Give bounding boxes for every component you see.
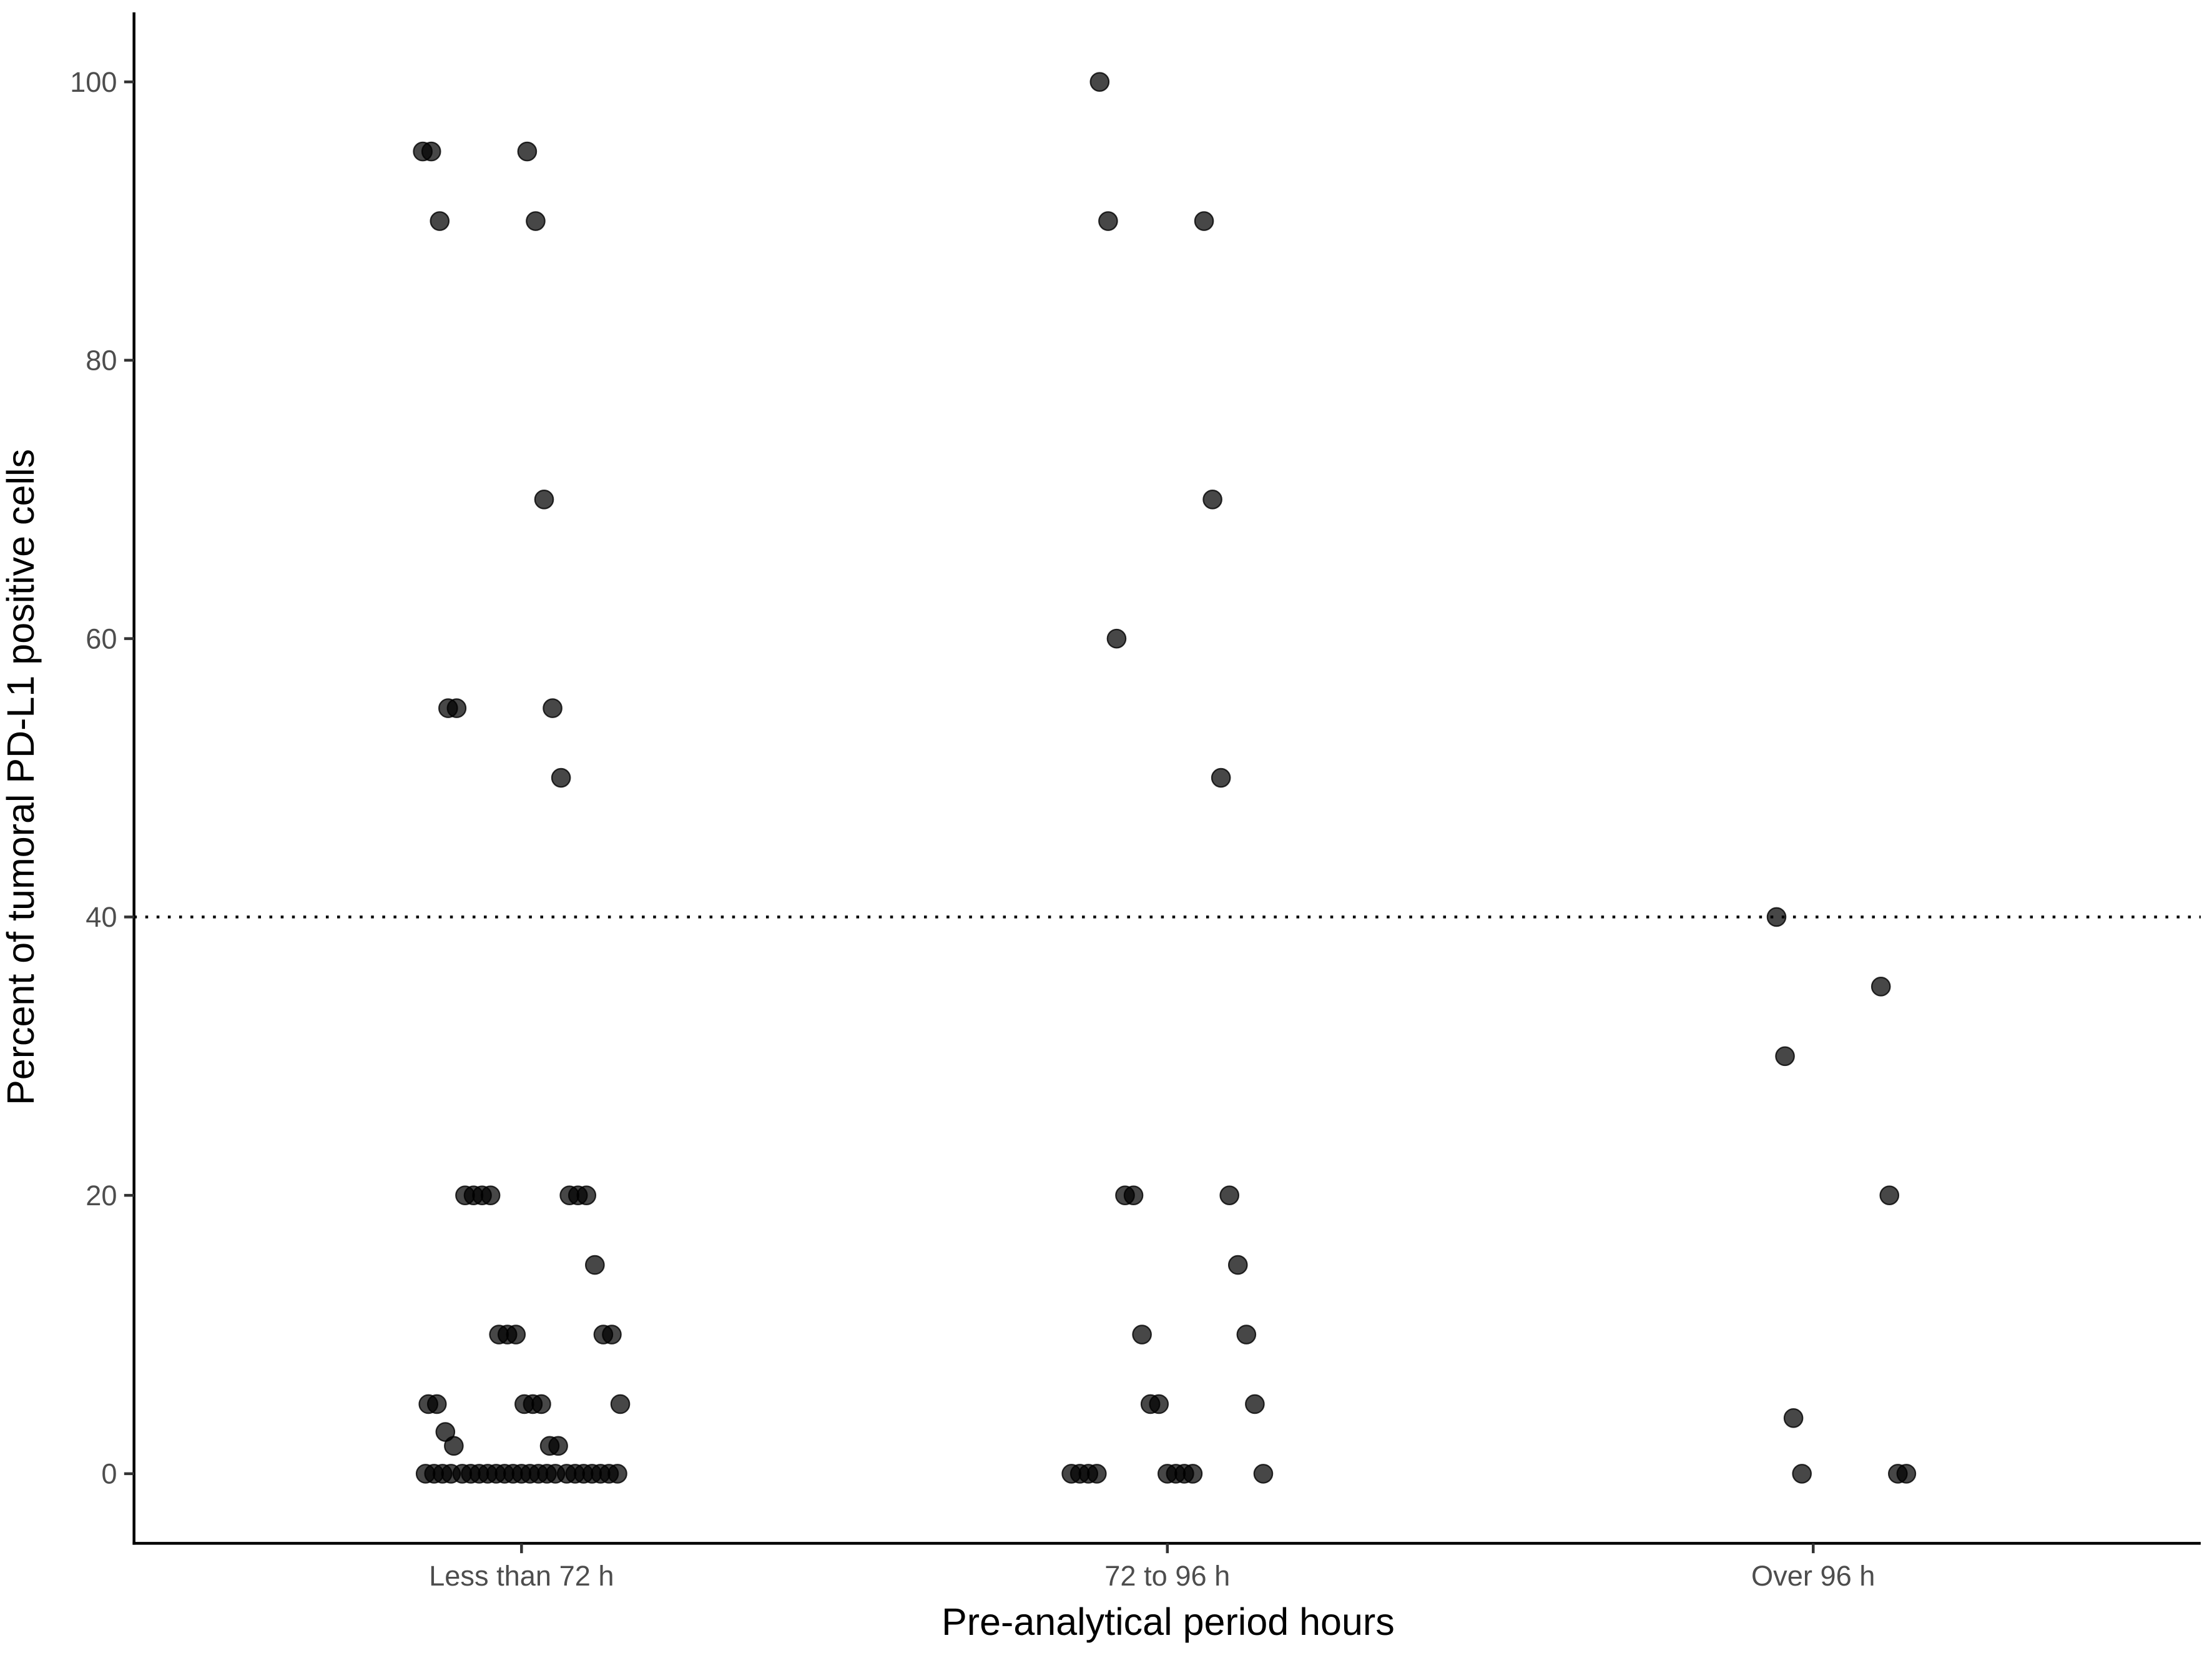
point bbox=[1202, 489, 1222, 510]
y-tick-label: 40 bbox=[86, 901, 117, 933]
point bbox=[1792, 1464, 1812, 1484]
y-tick-label: 0 bbox=[101, 1458, 117, 1490]
x-tick-label: Less than 72 h bbox=[429, 1560, 614, 1592]
point bbox=[1132, 1325, 1152, 1345]
point bbox=[421, 141, 441, 162]
point bbox=[441, 1464, 461, 1484]
y-axis-title: Percent of tumoral PD-L1 positive cells bbox=[0, 449, 42, 1105]
point bbox=[1227, 1255, 1248, 1275]
point bbox=[607, 1464, 627, 1484]
point bbox=[1879, 1185, 1900, 1205]
point bbox=[1253, 1464, 1274, 1484]
x-axis-title: Pre-analytical period hours bbox=[941, 1601, 1395, 1643]
point bbox=[610, 1394, 631, 1414]
point bbox=[526, 211, 546, 231]
x-tick-label: 72 to 96 h bbox=[1104, 1560, 1230, 1592]
point bbox=[1766, 907, 1787, 927]
point bbox=[1098, 211, 1118, 231]
x-tick-label: Over 96 h bbox=[1751, 1560, 1875, 1592]
point bbox=[1194, 211, 1214, 231]
point bbox=[446, 698, 467, 718]
point bbox=[1182, 1464, 1203, 1484]
point bbox=[1123, 1185, 1144, 1205]
point bbox=[1896, 1464, 1917, 1484]
point bbox=[426, 1394, 447, 1414]
point bbox=[1211, 767, 1231, 788]
point bbox=[1775, 1046, 1795, 1067]
point bbox=[506, 1325, 526, 1345]
point bbox=[585, 1255, 605, 1275]
point bbox=[1236, 1325, 1257, 1345]
y-tick-label: 60 bbox=[86, 623, 117, 654]
point bbox=[1106, 628, 1127, 649]
point bbox=[551, 767, 571, 788]
point bbox=[1219, 1185, 1240, 1205]
point bbox=[1149, 1394, 1169, 1414]
y-tick-label: 100 bbox=[70, 66, 117, 98]
point bbox=[1089, 72, 1110, 92]
point bbox=[1870, 977, 1891, 997]
point bbox=[1783, 1408, 1804, 1428]
point bbox=[534, 489, 554, 510]
point bbox=[444, 1436, 464, 1456]
point bbox=[430, 211, 450, 231]
y-tick-label: 20 bbox=[86, 1180, 117, 1211]
y-tick-label: 80 bbox=[86, 345, 117, 377]
point bbox=[1086, 1464, 1107, 1484]
point bbox=[517, 141, 538, 162]
point bbox=[545, 1464, 566, 1484]
point bbox=[548, 1436, 568, 1456]
point bbox=[531, 1394, 551, 1414]
point bbox=[1245, 1394, 1265, 1414]
point bbox=[602, 1325, 622, 1345]
point bbox=[480, 1185, 501, 1205]
point bbox=[543, 698, 563, 718]
point bbox=[576, 1185, 597, 1205]
